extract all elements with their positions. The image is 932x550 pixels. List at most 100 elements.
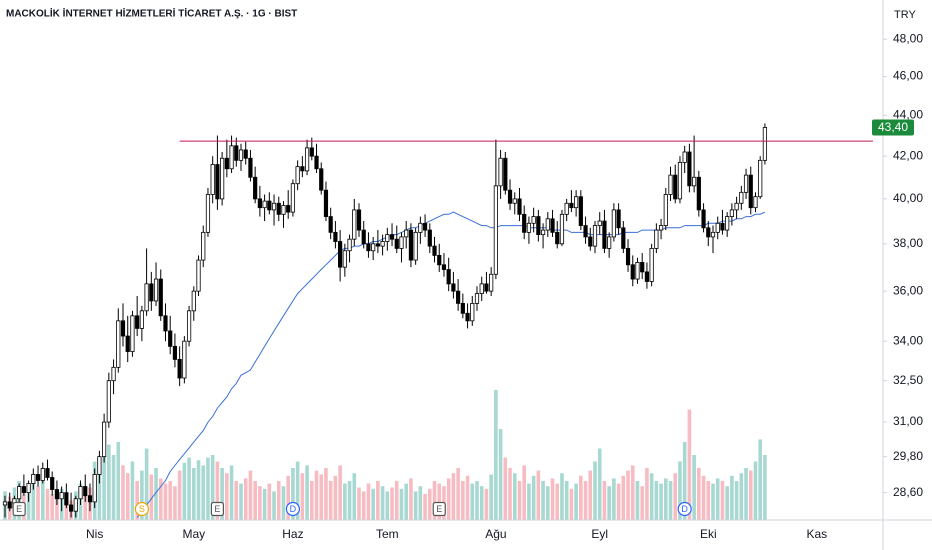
volume-bar <box>310 481 314 520</box>
volume-bar <box>206 457 210 520</box>
candle-body <box>758 159 763 198</box>
candle-body <box>574 196 579 209</box>
volume-bar <box>404 483 408 520</box>
volume-bar <box>734 481 739 520</box>
volume-bar <box>678 461 682 520</box>
volume-bar <box>739 473 744 520</box>
volume-bar <box>522 465 526 520</box>
volume-bar <box>102 422 106 520</box>
volume-bar <box>555 483 560 520</box>
volume-bar <box>135 481 139 520</box>
candle-body <box>753 196 758 209</box>
candle-body <box>668 174 673 195</box>
volume-bar <box>607 486 611 520</box>
event-marker <box>285 501 301 517</box>
candle-body <box>201 231 206 261</box>
candle-body <box>427 229 432 247</box>
candle-body <box>172 345 178 360</box>
candle-body <box>569 202 574 209</box>
volume-bar <box>281 486 286 520</box>
volume-bar <box>465 475 470 520</box>
volume-bar <box>583 481 588 520</box>
volume-bar <box>225 473 229 520</box>
volume-bar <box>333 475 338 520</box>
candle-body <box>526 222 532 233</box>
candle-body <box>762 127 768 161</box>
candle-body <box>314 155 319 170</box>
candle-body <box>408 229 414 261</box>
volume-bar <box>154 468 158 520</box>
event-label: D <box>681 504 688 514</box>
volume-bar <box>668 481 673 520</box>
x-tick-label: Nis <box>86 527 103 541</box>
volume-bar <box>446 478 451 520</box>
candle-body <box>352 209 357 240</box>
volume-bar <box>125 473 130 520</box>
x-tick-label: Ağu <box>485 527 506 541</box>
candle-body <box>262 200 267 209</box>
candle-body <box>432 245 437 256</box>
volume-bar <box>602 481 607 520</box>
candle-body <box>540 229 546 236</box>
candle-body <box>559 213 565 245</box>
y-tick-label: 42,00 <box>893 148 923 162</box>
volume-bar <box>649 473 654 520</box>
volume-bar <box>220 468 224 520</box>
candle-body <box>536 216 541 236</box>
volume-bar <box>588 470 593 520</box>
candle-body <box>309 147 314 157</box>
volume-bar <box>645 468 649 520</box>
candle-body <box>248 157 253 178</box>
volume-bar <box>168 481 172 520</box>
x-tick-label: Eki <box>700 527 717 541</box>
x-tick-label: May <box>182 527 205 541</box>
volume-bar <box>546 486 550 520</box>
candle-body <box>102 421 107 458</box>
candle-body <box>422 222 428 231</box>
candle-body <box>224 157 229 170</box>
y-tick-label: 32,50 <box>893 373 923 387</box>
volume-bar <box>763 455 767 520</box>
volume-bar <box>697 468 701 520</box>
candle-body <box>517 198 522 215</box>
volume-bar <box>512 473 517 520</box>
chart-title: MACKOLİK İNTERNET HİZMETLERİ TİCARET A.Ş… <box>6 7 297 20</box>
candle-body <box>328 216 333 233</box>
candle-body <box>555 231 560 245</box>
candle-body <box>607 236 612 249</box>
volume-bar <box>461 481 465 520</box>
volume-bar <box>541 481 545 520</box>
volume-bar <box>210 455 215 520</box>
volume-bar <box>338 465 342 520</box>
volume-bar <box>451 473 456 520</box>
volume-bar <box>40 481 45 520</box>
candle-body <box>385 234 390 242</box>
volume-bar <box>616 483 621 520</box>
candle-body <box>215 164 220 200</box>
volume-bar <box>560 473 564 520</box>
candle-body <box>654 229 659 249</box>
volume-bar <box>692 455 696 520</box>
volume-bar <box>234 481 239 520</box>
candle-body <box>743 174 749 193</box>
volume-bar <box>366 483 371 520</box>
volume-bar <box>192 468 196 520</box>
volume-bar <box>267 483 272 520</box>
volume-bar <box>173 486 177 520</box>
candle-body <box>630 264 635 280</box>
candle-body <box>73 498 78 512</box>
candle-body <box>404 229 409 238</box>
volume-bar <box>612 478 616 520</box>
volume-bar <box>503 457 508 520</box>
candle-body <box>300 166 305 172</box>
volume-bar <box>706 481 711 520</box>
candle-body <box>602 220 607 249</box>
volume-bar <box>456 468 460 520</box>
y-tick-label: 44,00 <box>893 108 923 122</box>
candle-body <box>276 202 281 215</box>
candle-body <box>149 283 154 302</box>
volume-bar <box>640 486 644 520</box>
candle-body <box>106 380 111 423</box>
